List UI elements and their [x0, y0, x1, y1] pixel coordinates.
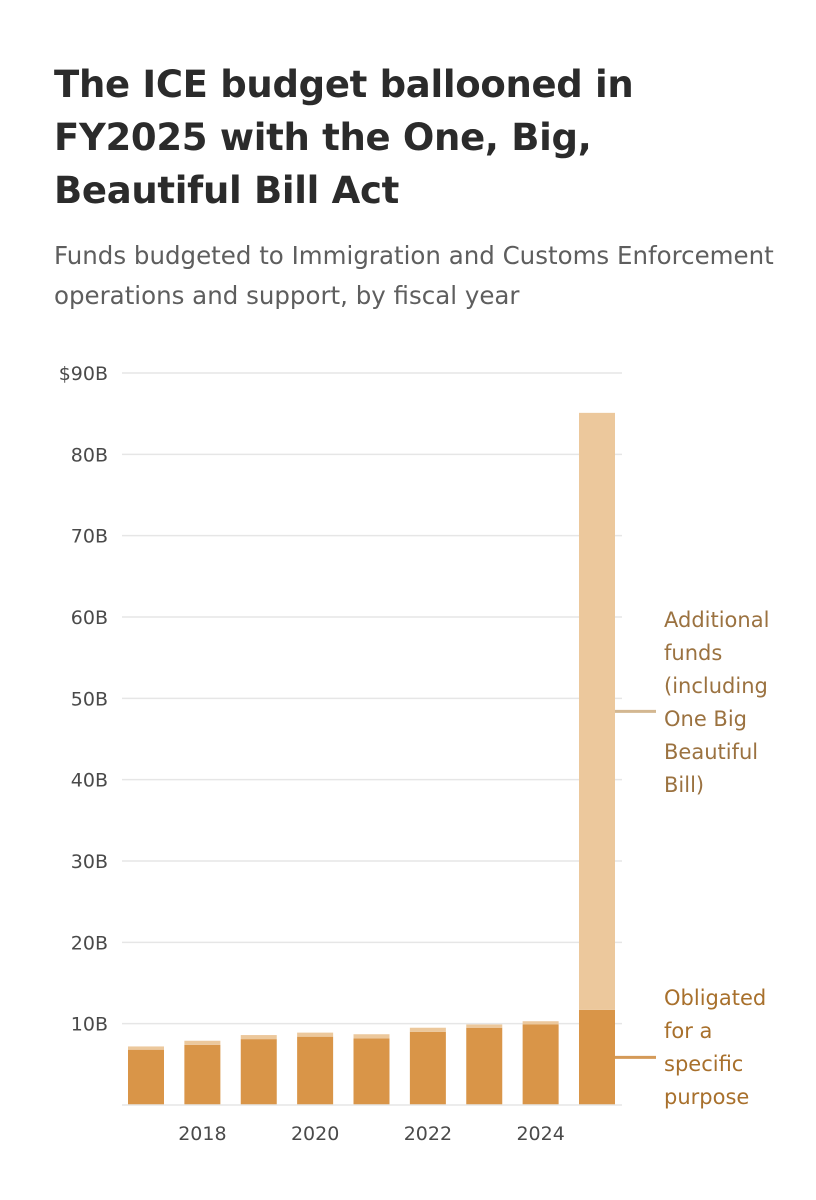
y-tick-label: 40B [71, 770, 108, 792]
y-tick-label: 10B [71, 1014, 108, 1036]
bar-obligated [128, 1049, 164, 1105]
bar-additional [240, 1035, 277, 1040]
chart-title: The ICE budget ballooned in FY2025 with … [54, 63, 634, 212]
annotation-line-text: (including [664, 674, 768, 698]
bar-obligated [240, 1039, 277, 1105]
annotation-obligated: Obligated for a specific purpose [664, 986, 766, 1109]
x-tick-label: 2018 [178, 1123, 226, 1145]
annotation-line-text: specific [664, 1052, 743, 1076]
chart-subtitle: Funds budgeted to Immigration and Custom… [54, 241, 774, 310]
annotation-line-text: Obligated [664, 986, 766, 1010]
bar-obligated [579, 1009, 615, 1105]
x-tick-label: 2022 [404, 1123, 452, 1145]
y-tick-label: 50B [71, 688, 108, 710]
bar-additional [353, 1034, 390, 1039]
annotation-line-text: Additional [664, 608, 769, 632]
y-tick-label: 20B [71, 932, 108, 954]
annotation-line-text: Bill) [664, 773, 704, 797]
y-tick-label: 60B [71, 607, 108, 629]
annotation-line-text: Beautiful [664, 740, 758, 764]
bar-additional [297, 1032, 334, 1037]
bar-obligated [466, 1027, 503, 1105]
y-tick-label: 80B [71, 444, 108, 466]
y-tick-label: 70B [71, 526, 108, 548]
y-tick-label: $90B [59, 363, 108, 385]
y-tick-label: 30B [71, 851, 108, 873]
x-tick-label: 2020 [291, 1123, 339, 1145]
bar-additional [522, 1021, 559, 1025]
bar-additional [579, 412, 615, 1010]
annotation-line-text: funds [664, 641, 722, 665]
bar-obligated [353, 1038, 390, 1105]
bar-obligated [522, 1024, 559, 1105]
bar-additional [466, 1024, 503, 1028]
bar-obligated [297, 1036, 334, 1105]
bar-obligated [184, 1044, 221, 1105]
x-tick-label: 2024 [516, 1123, 564, 1145]
bar-additional [184, 1040, 221, 1045]
annotation-line-text: One Big [664, 707, 747, 731]
annotation-additional: Additional funds (including One Big Beautifu… [664, 608, 769, 797]
annotation-line-text: for a [664, 1019, 712, 1043]
bar-obligated [409, 1031, 446, 1105]
bar-additional [409, 1027, 446, 1032]
annotation-line-text: purpose [664, 1085, 749, 1109]
bar-additional [128, 1046, 164, 1050]
